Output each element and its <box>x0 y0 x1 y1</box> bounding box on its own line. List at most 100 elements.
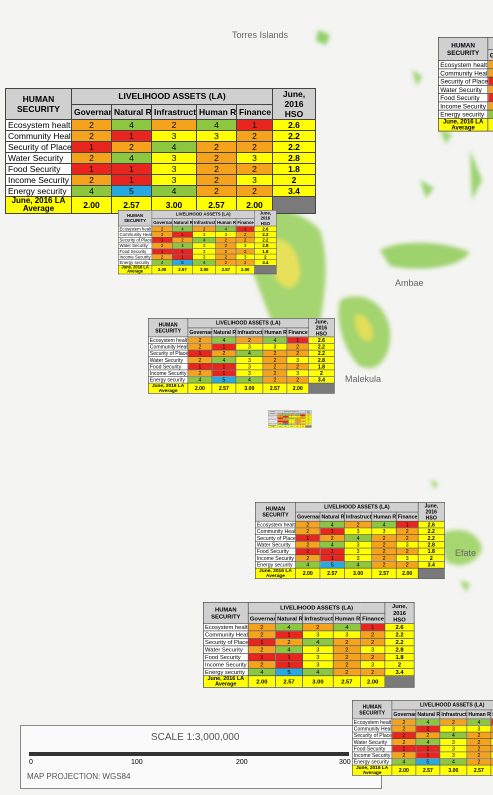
average-cell: 2.00 <box>488 118 493 131</box>
score-cell: 5 <box>320 561 344 568</box>
average-label: June, 2016 LA Average <box>438 118 488 131</box>
table: HUMAN SECURITYLIVELIHOOD ASSETS (LA)June… <box>255 502 445 579</box>
corner-header: HUMAN SECURITY <box>255 502 295 521</box>
column-header: Finance <box>360 613 384 624</box>
table: HUMAN SECURITYLIVELIHOOD ASSETS (LA)June… <box>148 318 335 394</box>
score-cell: 2 <box>248 623 275 630</box>
data-row: Ecosystem health242412.6 <box>148 337 334 344</box>
score-cell: 2 <box>237 186 273 197</box>
row-label: Community Healt <box>148 344 188 351</box>
column-header: Natural Res <box>212 328 236 337</box>
row-label: Food Security <box>203 653 248 660</box>
score-cell: 1 <box>248 638 275 645</box>
column-header: Natural Res <box>172 218 192 226</box>
assessment-table: HUMAN SECURITYLIVELIHOOD ASSETS (LA)June… <box>148 318 335 394</box>
score-cell: 2 <box>248 646 275 653</box>
map-page: Torres Islands Ambae Malekula Efate SCAL… <box>0 0 493 795</box>
column-header: Natural Res <box>416 710 440 719</box>
row-label: Ecosystem health <box>148 337 188 344</box>
column-header: Finance <box>396 512 418 521</box>
data-row: Ecosystem health242412.6 <box>438 61 493 69</box>
row-label: Water Security <box>352 739 392 746</box>
table: HUMAN SECURITYLIVELIHOOD ASSETS (LA)June… <box>268 410 312 428</box>
hso-header: June, 2016 HSO <box>254 210 276 226</box>
score-cell: 5 <box>112 186 152 197</box>
score-cell: 2 <box>360 668 384 675</box>
column-header: Human Res <box>333 613 360 624</box>
score-cell: 1 <box>296 548 320 555</box>
score-cell: 3 <box>303 661 334 668</box>
data-row: Water Security243232.8 <box>203 646 414 653</box>
empty-cell <box>273 197 316 214</box>
column-header: Natural Res <box>112 104 152 120</box>
score-cell: 3 <box>152 164 197 175</box>
hso-cell: 2.6 <box>273 120 316 131</box>
row-label: Food Security <box>438 94 488 102</box>
score-cell: 3 <box>396 541 418 548</box>
hso-cell: 3.4 <box>273 186 316 197</box>
score-cell: 4 <box>197 120 237 131</box>
row-label: Water Security <box>6 153 72 164</box>
data-row: Water Security243232.8 <box>6 153 316 164</box>
table: HUMAN SECURITYLIVELIHOOD ASSETS (LA)June… <box>438 37 493 132</box>
row-label: Water Security <box>203 646 248 653</box>
score-cell: 3 <box>236 370 263 377</box>
score-cell: 2 <box>296 541 320 548</box>
place-label: Efate <box>455 548 476 558</box>
row-label: Community Healt <box>438 69 488 77</box>
hso-cell: 2.2 <box>418 528 444 535</box>
score-cell: 4 <box>416 739 440 746</box>
score-cell: 3 <box>287 370 309 377</box>
header-row: HUMAN SECURITYLIVELIHOOD ASSETS (LA)June… <box>118 210 276 218</box>
empty-cell <box>254 265 276 274</box>
score-cell: 2 <box>372 555 396 562</box>
data-row: Energy security454223.4 <box>6 186 316 197</box>
score-cell: 2 <box>188 370 212 377</box>
hso-cell: 2.6 <box>385 623 414 630</box>
row-label: Energy security <box>203 668 248 675</box>
hso-header: June, 2016 HSO <box>273 89 316 120</box>
hso-cell: 2 <box>273 175 316 186</box>
corner-header: HUMAN SECURITY <box>118 210 152 226</box>
score-cell: 4 <box>275 623 302 630</box>
scale-title: SCALE 1:3,000,000 <box>151 732 239 743</box>
average-cell: 2.57 <box>372 568 396 578</box>
average-cell: 3.00 <box>193 265 216 274</box>
hso-header: June, 2016 HSO <box>385 602 414 623</box>
score-cell: 2 <box>440 719 467 726</box>
projection: MAP PROJECTION: WGS84 <box>27 772 130 781</box>
score-cell: 2 <box>372 548 396 555</box>
hso-cell: 2.8 <box>385 646 414 653</box>
column-header: Infrastructure <box>440 710 467 719</box>
score-cell: 2 <box>488 61 493 69</box>
hso-cell: 2.6 <box>309 337 335 344</box>
place-label: Torres Islands <box>232 30 288 40</box>
scale-bar <box>29 752 349 756</box>
average-cell: 2.57 <box>216 265 236 274</box>
average-row: June, 2016 LA Average2.002.573.002.572.0… <box>148 383 334 393</box>
average-cell: 2.00 <box>188 383 212 393</box>
score-cell: 4 <box>320 521 344 528</box>
score-cell: 2 <box>333 653 360 660</box>
hso-cell: 2 <box>385 661 414 668</box>
assessment-table: HUMAN SECURITYLIVELIHOOD ASSETS (LA)June… <box>5 88 316 214</box>
row-label: Energy security <box>6 186 72 197</box>
average-row: June, 2016 LA Average2.002.573.002.572.0… <box>203 676 414 688</box>
row-label: Income Security <box>118 254 152 260</box>
hso-cell: 2.8 <box>273 153 316 164</box>
score-cell: 4 <box>467 719 491 726</box>
group-header: LIVELIHOOD ASSETS (LA) <box>392 700 493 709</box>
empty-cell <box>418 568 444 578</box>
assessment-table: HUMAN SECURITYLIVELIHOOD ASSETS (LA)June… <box>352 700 493 776</box>
data-row: Food Security113221.8 <box>438 94 493 102</box>
score-cell: 3 <box>303 653 334 660</box>
column-header: Governance <box>296 512 320 521</box>
row-label: Food Security <box>255 548 295 555</box>
hso-cell: 2.2 <box>418 535 444 542</box>
row-label: Security of Place <box>438 77 488 85</box>
score-cell: 4 <box>333 623 360 630</box>
score-cell: 2 <box>152 120 197 131</box>
